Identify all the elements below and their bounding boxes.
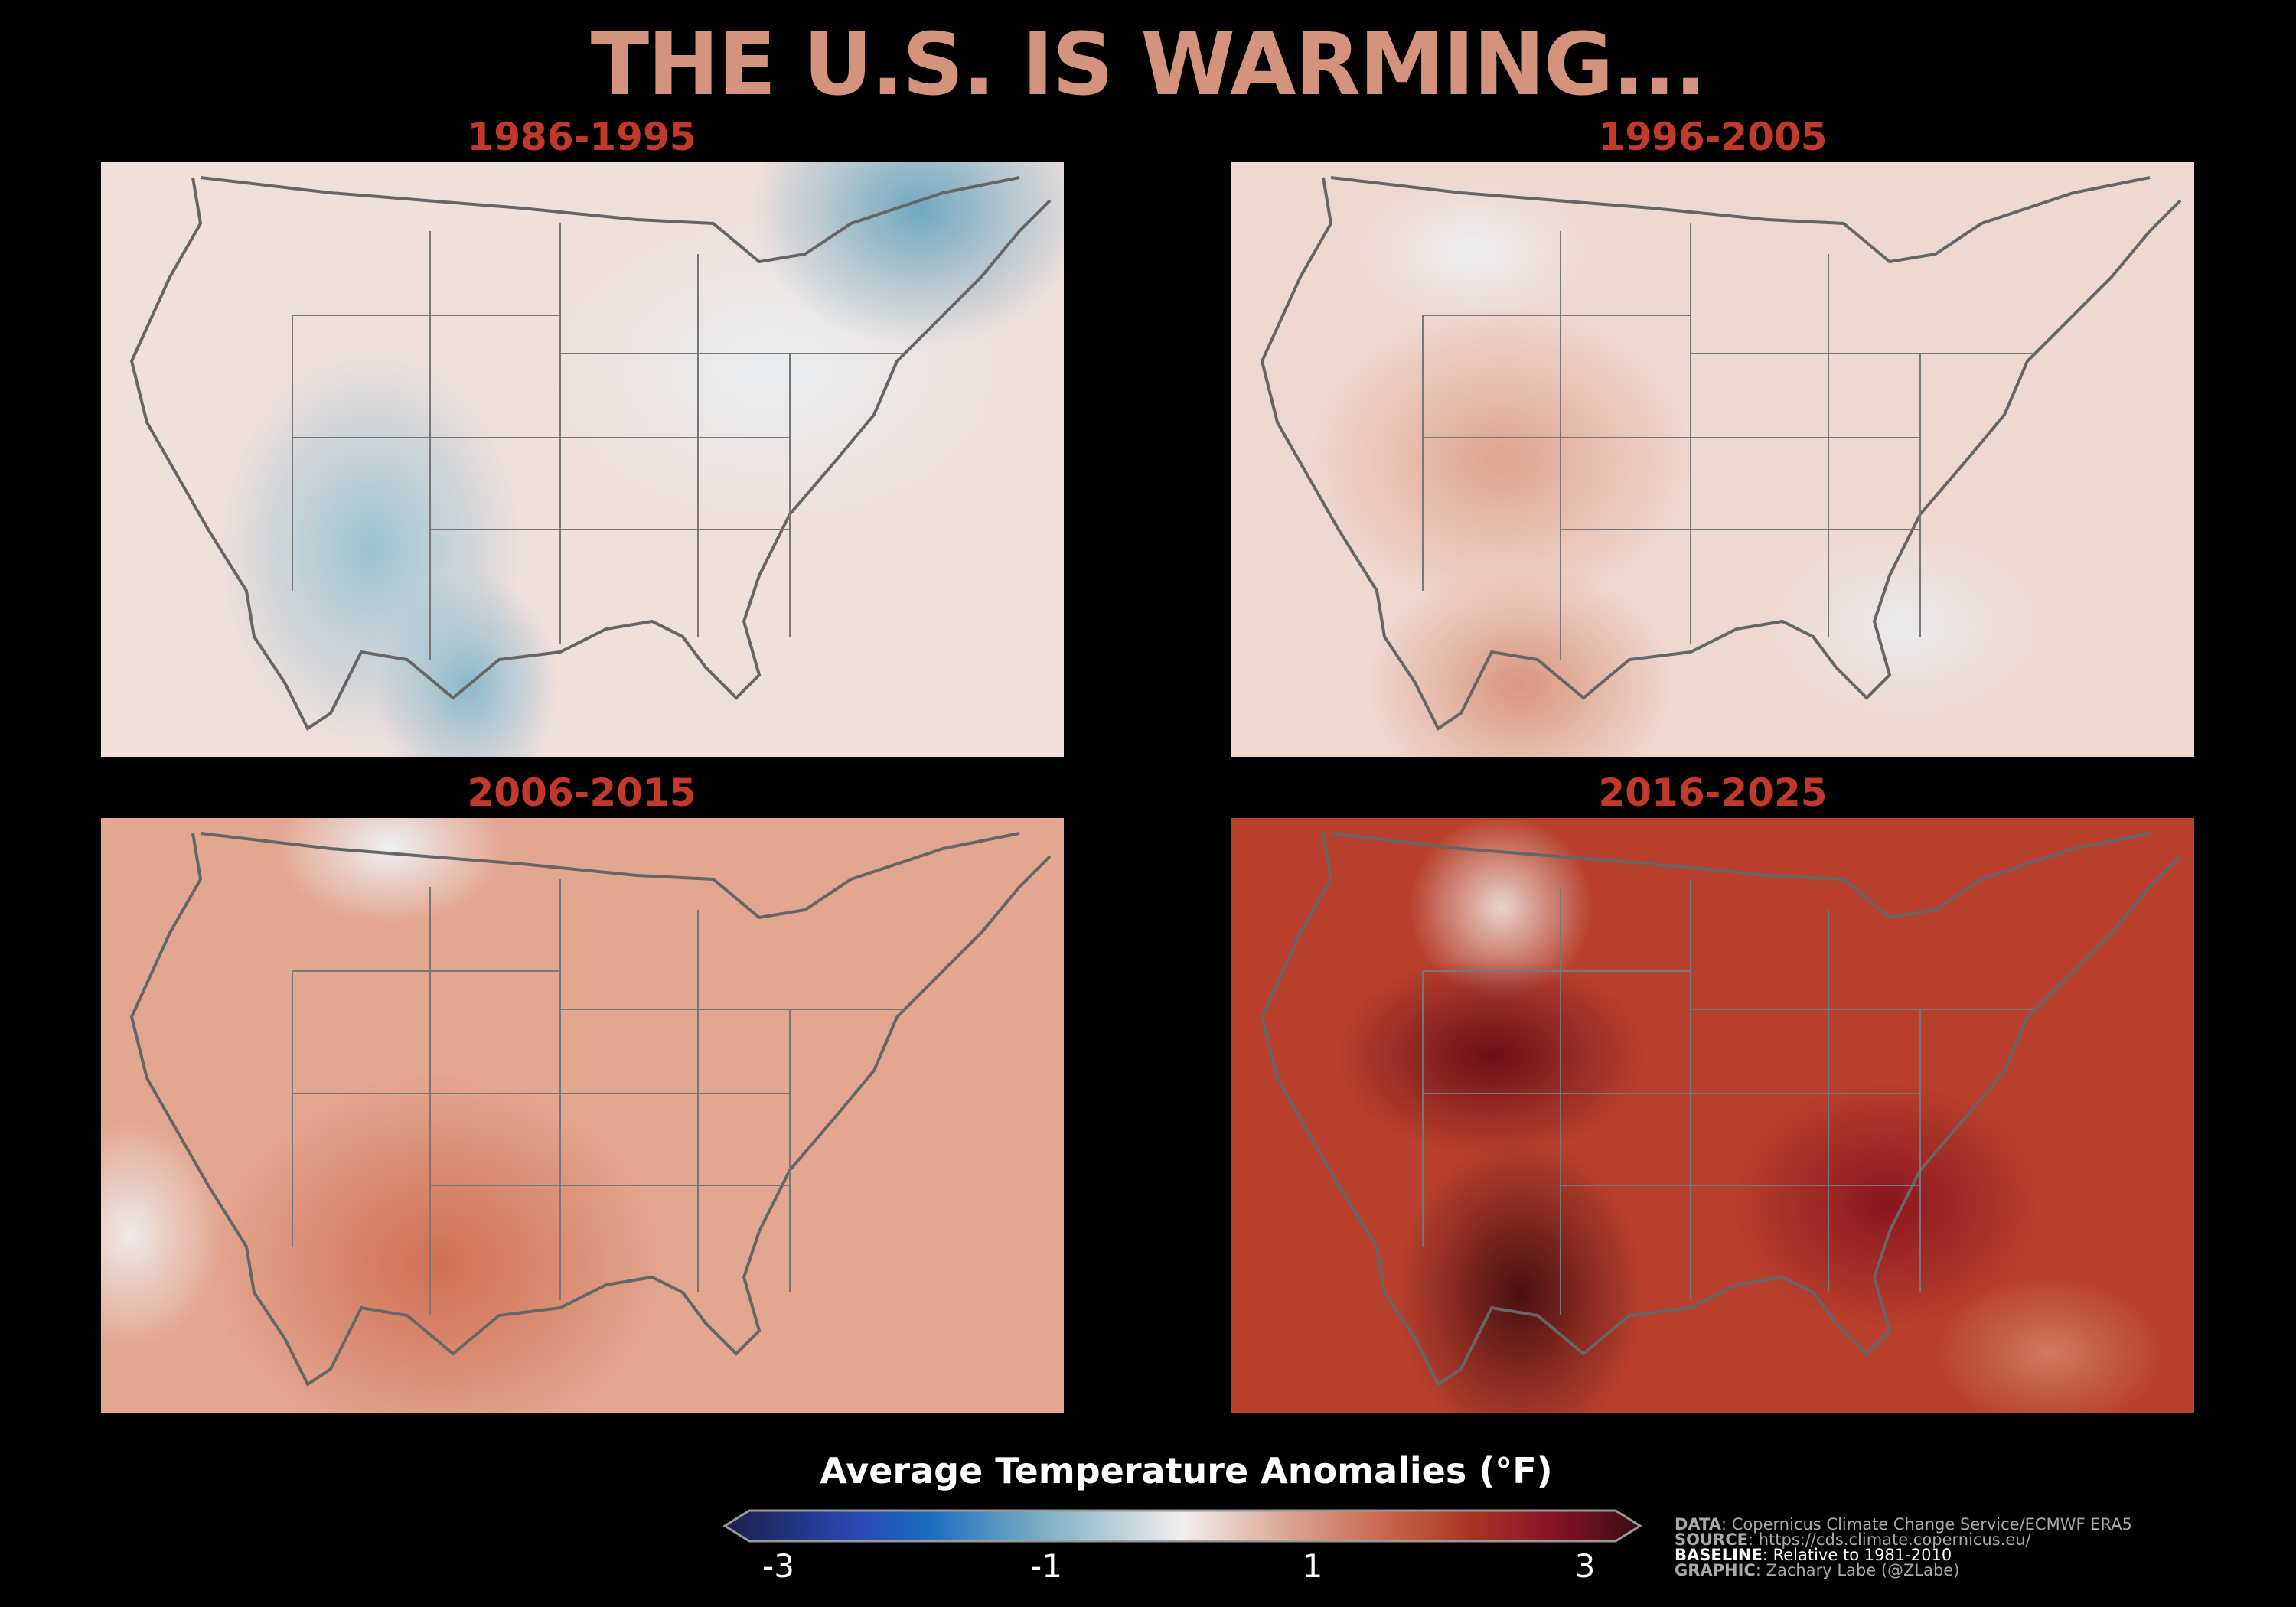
colorbar-title: Average Temperature Anomalies (°F) xyxy=(820,1450,1553,1491)
credits: DATA: Copernicus Climate Change Service/… xyxy=(1675,1515,2132,1579)
colorbar-tick: -1 xyxy=(1030,1547,1062,1585)
map-panel-2016-2025 xyxy=(1231,818,2194,1413)
colorbar-tick: 1 xyxy=(1302,1547,1323,1585)
us-outline xyxy=(1260,832,2182,1387)
credit-data: DATA: Copernicus Climate Change Service/… xyxy=(1675,1515,2132,1534)
credit-source: SOURCE: https://cds.climate.copernicus.e… xyxy=(1675,1530,2031,1549)
us-outline xyxy=(1260,176,2182,731)
map-panel-1996-2005 xyxy=(1231,162,2194,757)
credit-baseline: BASELINE: Relative to 1981-2010 xyxy=(1675,1546,1952,1564)
us-outline xyxy=(129,176,1052,731)
map-panel-1986-1995 xyxy=(101,162,1064,757)
panel-label-2006-2015: 2006-2015 xyxy=(467,771,696,815)
credit-graphic: GRAPHIC: Zachary Labe (@ZLabe) xyxy=(1675,1561,1960,1579)
map-panel-2006-2015 xyxy=(101,818,1064,1413)
panel-label-1986-1995: 1986-1995 xyxy=(467,115,696,159)
colorbar-tick: 3 xyxy=(1574,1547,1596,1585)
colorbar-tick: -3 xyxy=(762,1547,794,1585)
us-outline xyxy=(129,832,1052,1387)
main-title: THE U.S. IS WARMING... xyxy=(590,15,1707,115)
panel-label-1996-2005: 1996-2005 xyxy=(1598,115,1828,159)
panel-label-2016-2025: 2016-2025 xyxy=(1598,771,1828,815)
colorbar xyxy=(723,1509,1642,1543)
